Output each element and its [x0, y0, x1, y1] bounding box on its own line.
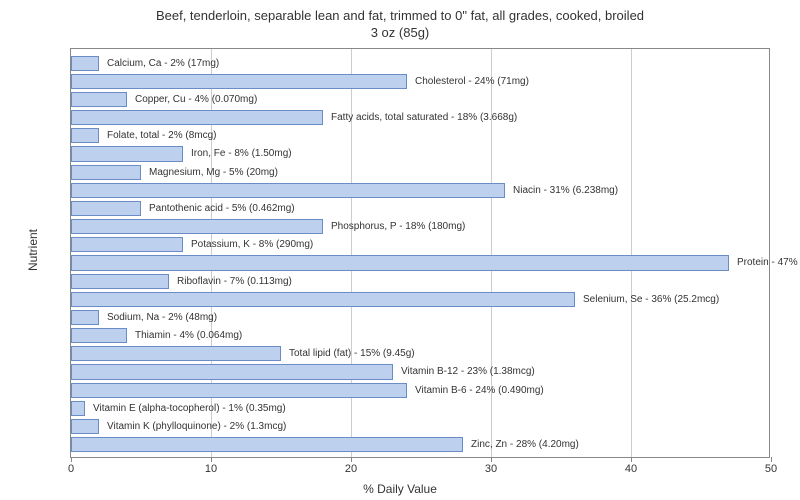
- nutrient-bar: [71, 56, 99, 71]
- nutrient-bar-label: Selenium, Se - 36% (25.2mcg): [579, 292, 719, 307]
- x-tick-label: 0: [68, 463, 74, 475]
- nutrient-bar-label: Thiamin - 4% (0.064mg): [131, 328, 242, 343]
- nutrient-bar: [71, 237, 183, 252]
- bar-row: Vitamin B-12 - 23% (1.38mcg): [71, 363, 769, 381]
- bar-row: Vitamin E (alpha-tocopherol) - 1% (0.35m…: [71, 399, 769, 417]
- nutrient-bar: [71, 401, 85, 416]
- x-tick-label: 10: [205, 463, 217, 475]
- plot-area: Calcium, Ca - 2% (17mg) Cholesterol - 24%…: [70, 48, 770, 458]
- nutrient-bar: [71, 383, 407, 398]
- nutrient-bar: [71, 110, 323, 125]
- nutrient-bar: [71, 92, 127, 107]
- bars-container: Calcium, Ca - 2% (17mg) Cholesterol - 24%…: [71, 54, 769, 452]
- bar-row: Protein - 47% (23.44g): [71, 254, 769, 272]
- nutrient-bar: [71, 328, 127, 343]
- chart-title-line2: 3 oz (85g): [0, 25, 800, 42]
- nutrient-bar-label: Niacin - 31% (6.238mg): [509, 183, 618, 198]
- nutrient-bar: [71, 364, 393, 379]
- chart-title-line1: Beef, tenderloin, separable lean and fat…: [0, 8, 800, 25]
- nutrient-bar: [71, 219, 323, 234]
- nutrient-bar-label: Protein - 47% (23.44g): [733, 255, 800, 270]
- bar-row: Cholesterol - 24% (71mg): [71, 72, 769, 90]
- nutrient-bar-label: Cholesterol - 24% (71mg): [411, 74, 529, 89]
- nutrient-bar: [71, 201, 141, 216]
- bar-row: Folate, total - 2% (8mcg): [71, 127, 769, 145]
- x-tick-label: 40: [625, 463, 637, 475]
- nutrient-bar-label: Vitamin B-6 - 24% (0.490mg): [411, 383, 544, 398]
- nutrient-bar: [71, 146, 183, 161]
- bar-row: Thiamin - 4% (0.064mg): [71, 327, 769, 345]
- bar-row: Potassium, K - 8% (290mg): [71, 236, 769, 254]
- x-axis-label: % Daily Value: [363, 482, 437, 496]
- bar-row: Vitamin K (phylloquinone) - 2% (1.3mcg): [71, 417, 769, 435]
- bar-row: Calcium, Ca - 2% (17mg): [71, 54, 769, 72]
- nutrient-bar-label: Potassium, K - 8% (290mg): [187, 237, 313, 252]
- nutrient-bar: [71, 274, 169, 289]
- nutrient-bar-label: Fatty acids, total saturated - 18% (3.66…: [327, 110, 517, 125]
- bar-row: Iron, Fe - 8% (1.50mg): [71, 145, 769, 163]
- nutrient-bar-label: Sodium, Na - 2% (48mg): [103, 310, 217, 325]
- bar-row: Niacin - 31% (6.238mg): [71, 181, 769, 199]
- nutrient-bar-label: Vitamin E (alpha-tocopherol) - 1% (0.35m…: [89, 401, 286, 416]
- nutrient-bar: [71, 437, 463, 452]
- chart-title: Beef, tenderloin, separable lean and fat…: [0, 0, 800, 42]
- nutrient-bar-label: Vitamin K (phylloquinone) - 2% (1.3mcg): [103, 419, 286, 434]
- nutrient-bar-label: Riboflavin - 7% (0.113mg): [173, 274, 292, 289]
- x-tick-label: 30: [485, 463, 497, 475]
- bar-row: Fatty acids, total saturated - 18% (3.66…: [71, 109, 769, 127]
- nutrient-bar: [71, 419, 99, 434]
- bar-row: Vitamin B-6 - 24% (0.490mg): [71, 381, 769, 399]
- bar-row: Copper, Cu - 4% (0.070mg): [71, 90, 769, 108]
- x-tick-label: 20: [345, 463, 357, 475]
- x-tick-mark: [351, 457, 352, 462]
- x-tick-mark: [491, 457, 492, 462]
- x-tick-mark: [631, 457, 632, 462]
- x-tick-label: 50: [765, 463, 777, 475]
- x-tick-mark: [71, 457, 72, 462]
- nutrient-bar: [71, 292, 575, 307]
- x-tick-mark: [211, 457, 212, 462]
- bar-row: Riboflavin - 7% (0.113mg): [71, 272, 769, 290]
- nutrient-bar: [71, 165, 141, 180]
- nutrient-bar: [71, 346, 281, 361]
- nutrient-bar-label: Iron, Fe - 8% (1.50mg): [187, 146, 292, 161]
- bar-row: Pantothenic acid - 5% (0.462mg): [71, 199, 769, 217]
- nutrient-bar-label: Magnesium, Mg - 5% (20mg): [145, 165, 278, 180]
- bar-row: Zinc, Zn - 28% (4.20mg): [71, 436, 769, 454]
- bar-row: Phosphorus, P - 18% (180mg): [71, 218, 769, 236]
- bar-row: Total lipid (fat) - 15% (9.45g): [71, 345, 769, 363]
- nutrient-bar-label: Copper, Cu - 4% (0.070mg): [131, 92, 257, 107]
- bar-row: Sodium, Na - 2% (48mg): [71, 308, 769, 326]
- nutrient-bar-label: Total lipid (fat) - 15% (9.45g): [285, 346, 415, 361]
- nutrient-bar: [71, 128, 99, 143]
- nutrient-bar-label: Pantothenic acid - 5% (0.462mg): [145, 201, 295, 216]
- nutrient-bar-label: Phosphorus, P - 18% (180mg): [327, 219, 465, 234]
- nutrient-bar-label: Calcium, Ca - 2% (17mg): [103, 56, 219, 71]
- bar-row: Selenium, Se - 36% (25.2mcg): [71, 290, 769, 308]
- nutrient-bar: [71, 255, 729, 270]
- nutrient-chart: Beef, tenderloin, separable lean and fat…: [0, 0, 800, 500]
- nutrient-bar-label: Zinc, Zn - 28% (4.20mg): [467, 437, 579, 452]
- nutrient-bar-label: Vitamin B-12 - 23% (1.38mcg): [397, 364, 535, 379]
- nutrient-bar: [71, 183, 505, 198]
- y-axis-label: Nutrient: [26, 229, 40, 271]
- x-tick-mark: [771, 457, 772, 462]
- nutrient-bar: [71, 310, 99, 325]
- bar-row: Magnesium, Mg - 5% (20mg): [71, 163, 769, 181]
- nutrient-bar: [71, 74, 407, 89]
- nutrient-bar-label: Folate, total - 2% (8mcg): [103, 128, 216, 143]
